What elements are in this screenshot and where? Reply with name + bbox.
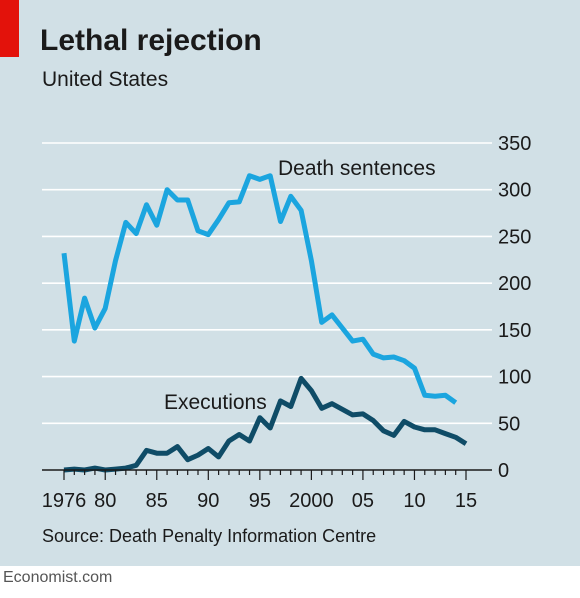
publisher-credit: Economist.com	[3, 569, 113, 586]
death-sentences-label: Death sentences	[278, 157, 436, 180]
y-tick-label: 200	[498, 273, 531, 295]
x-tick-label: 2000	[289, 490, 334, 512]
line-chart: 0 50 100 150 200 250 300 350 1976 80 85 90 95 2000 05 1…	[42, 133, 532, 512]
y-tick-label: 0	[498, 460, 509, 482]
x-tick-label: 15	[455, 490, 477, 512]
brand-tab	[0, 0, 19, 57]
series-lines	[61, 173, 468, 473]
x-tick-label: 90	[197, 490, 219, 512]
executions-line	[63, 375, 468, 473]
series-labels: Death sentences Executions	[164, 157, 436, 414]
y-tick-label: 350	[498, 133, 531, 155]
y-tick-label: 250	[498, 226, 531, 248]
y-tick-label: 300	[498, 180, 531, 202]
y-tick-label: 50	[498, 413, 520, 435]
chart-subtitle: United States	[42, 68, 169, 91]
x-tick-label: 1976	[42, 490, 87, 512]
x-tick-label: 05	[352, 490, 374, 512]
x-tick-label: 95	[249, 490, 271, 512]
chart-title: Lethal rejection	[40, 24, 262, 57]
executions-label: Executions	[164, 391, 267, 414]
source-note: Source: Death Penalty Information Centre	[42, 526, 377, 546]
y-tick-label: 100	[498, 367, 531, 389]
x-tick-label: 85	[146, 490, 168, 512]
death-sentences-line	[61, 173, 458, 405]
tick-labels: 0 50 100 150 200 250 300 350 1976 80 85 90 95 2000 05 1…	[42, 133, 532, 512]
y-tick-label: 150	[498, 320, 531, 342]
x-tick-label: 10	[403, 490, 425, 512]
x-tick-label: 80	[94, 490, 116, 512]
axes	[42, 469, 492, 480]
